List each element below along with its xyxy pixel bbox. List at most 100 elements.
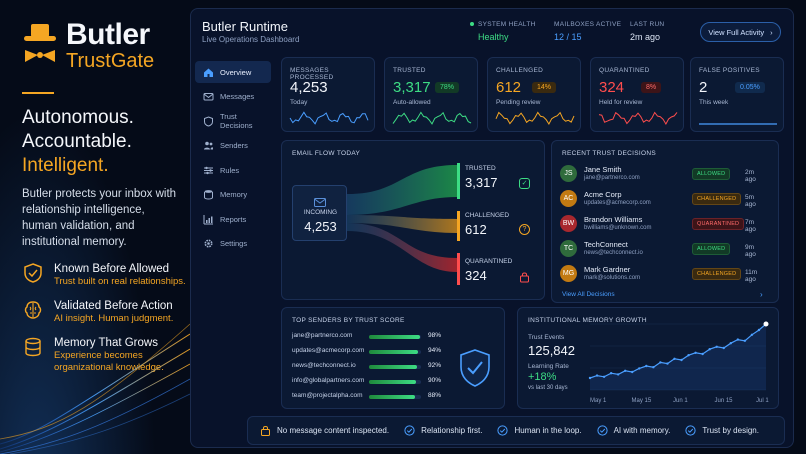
status-badge: ALLOWED (692, 243, 731, 255)
brand-name: Butler (66, 18, 150, 51)
growth-point (729, 342, 732, 345)
kpi-false-positives[interactable]: FALSE POSITIVES 2 0.05% This week (690, 57, 784, 132)
kpi-sub: This week (699, 99, 729, 106)
butler-logo-icon (22, 22, 58, 70)
incoming-node: INCOMING 4,253 (292, 185, 347, 241)
chevron-right-icon: › (770, 27, 773, 37)
brand-panel: Butler TrustGate Autonomous. Accountable… (0, 0, 190, 454)
sidebar-item-messages[interactable]: Messages (195, 86, 271, 108)
sidebar-item-memory[interactable]: Memory (195, 184, 271, 206)
kpi-flatline (699, 123, 777, 125)
x-tick-label: May 15 (632, 398, 652, 404)
sparkline-path (289, 111, 369, 125)
email-flow-title: EMAIL FLOW TODAY (292, 150, 361, 157)
sender-row[interactable]: team@projectalpha.com 88% (292, 392, 452, 402)
sidebar-item-label: Trust Decisions (220, 112, 253, 130)
sender-row[interactable]: jane@partnerco.com 98% (292, 332, 452, 342)
trusted-label: TRUSTED (465, 165, 496, 172)
decision-row[interactable]: JS Jane Smith jane@partnerco.com ALLOWED… (560, 163, 766, 187)
decision-row[interactable]: MG Mark Gardner mark@solutions.com CHALL… (560, 263, 766, 287)
growth-point (743, 339, 747, 342)
sender-email: mark@solutions.com (584, 275, 641, 281)
principle-item: Human in the loop. (497, 425, 582, 436)
chevron-right-icon[interactable]: › (760, 290, 763, 299)
sidebar-item-trust-decisions[interactable]: Trust Decisions (195, 110, 271, 132)
kpi-label: CHALLENGED (496, 67, 544, 74)
decision-row[interactable]: BW Brandon Williams bwilliams@unknown.co… (560, 213, 766, 237)
kpi-value: 3,317 (393, 79, 431, 96)
growth-area (590, 324, 766, 390)
learning-rate-value: +18% (528, 371, 557, 383)
x-tick-label: Jul 1 (756, 398, 769, 404)
growth-point (687, 354, 690, 357)
lock-icon (260, 425, 271, 436)
sender-row[interactable]: news@techconnect.io 92% (292, 362, 452, 372)
kpi-sparkline (598, 111, 678, 126)
sidebar-item-settings[interactable]: Settings (195, 233, 271, 255)
sidebar-item-reports[interactable]: Reports (195, 208, 271, 230)
principle-label: Relationship first. (421, 426, 483, 435)
sidebar-item-rules[interactable]: Rules (195, 159, 271, 181)
trust-events-value: 125,842 (528, 343, 575, 358)
score-bar-fill (369, 395, 415, 399)
principle-label: Human in the loop. (514, 426, 582, 435)
dashboard-header: Butler Runtime Live Operations Dashboard… (191, 9, 793, 57)
headline-line-1: Autonomous. (22, 107, 134, 128)
sidebar-item-senders[interactable]: Senders (195, 135, 271, 157)
kpi-sub: Auto-allowed (393, 99, 431, 106)
principle-item: Trust by design. (685, 425, 759, 436)
principles-bar: No message content inspected. Relationsh… (247, 416, 785, 445)
kpi-quarantined[interactable]: QUARANTINED 324 8% Held for review (590, 57, 684, 132)
growth-point (722, 346, 725, 350)
feature-title: Known Before Allowed (54, 263, 170, 275)
sender-email: team@projectalpha.com (292, 392, 363, 399)
lock-icon (519, 270, 530, 288)
headline-line-3: Intelligent. (22, 155, 109, 176)
database-icon (22, 336, 44, 358)
shield-check-icon (22, 262, 44, 284)
score-bar (369, 350, 421, 354)
sender-name: Brandon Williams (584, 215, 643, 224)
x-tick-label: Jun 15 (715, 398, 734, 404)
avatar: TC (560, 240, 577, 257)
kpi-value: 4,253 (290, 79, 328, 96)
system-health-value: Healthy (478, 32, 509, 42)
sender-email: updates@acmecorp.com (292, 347, 365, 354)
status-badge: ALLOWED (692, 168, 731, 180)
score-bar (369, 395, 421, 399)
kpi-label: MESSAGES PROCESSED (290, 67, 334, 81)
view-full-activity-button[interactable]: View Full Activity › (700, 22, 781, 42)
mail-icon (314, 194, 326, 212)
view-all-decisions-link[interactable]: View All Decisions (562, 291, 615, 298)
score-bar-fill (369, 335, 420, 339)
growth-line (589, 323, 767, 379)
kpi-sparkline (495, 111, 575, 125)
score-bar (369, 380, 421, 384)
growth-point (645, 364, 648, 368)
sender-email: bwilliams@unknown.com (584, 225, 652, 231)
score-value: 90% (428, 377, 442, 384)
challenged-node: CHALLENGED 612 (465, 212, 509, 237)
sender-name: Acme Corp (584, 190, 622, 199)
growth-point (757, 328, 761, 332)
avatar: MG (560, 265, 577, 282)
growth-point (652, 366, 655, 369)
headline: Autonomous. Accountable. Intelligent. (22, 106, 134, 178)
users-icon (203, 140, 214, 151)
score-value: 98% (428, 332, 442, 339)
kpi-messages-processed[interactable]: MESSAGES PROCESSED 4,253 Today (281, 57, 375, 132)
sender-row[interactable]: updates@acmecorp.com 94% (292, 347, 452, 357)
growth-point (638, 367, 641, 370)
sender-row[interactable]: info@globalpartners.com 90% (292, 377, 452, 387)
decision-row[interactable]: TC TechConnect news@techconnect.io ALLOW… (560, 238, 766, 262)
kpi-challenged[interactable]: CHALLENGED 612 14% Pending review (487, 57, 581, 132)
top-senders-panel: TOP SENDERS BY TRUST SCORE jane@partnerc… (281, 307, 505, 409)
sidebar-item-overview[interactable]: Overview (195, 61, 271, 83)
kpi-trusted[interactable]: TRUSTED 3,317 78% Auto-allowed (384, 57, 478, 132)
decision-row[interactable]: AC Acme Corp updates@acmecorp.com CHALLE… (560, 188, 766, 212)
growth-point (750, 333, 754, 336)
mailboxes-label: MAILBOXES ACTIVE (554, 21, 622, 28)
score-bar (369, 335, 421, 339)
principle-item: AI with memory. (596, 425, 670, 436)
avatar: BW (560, 215, 577, 232)
